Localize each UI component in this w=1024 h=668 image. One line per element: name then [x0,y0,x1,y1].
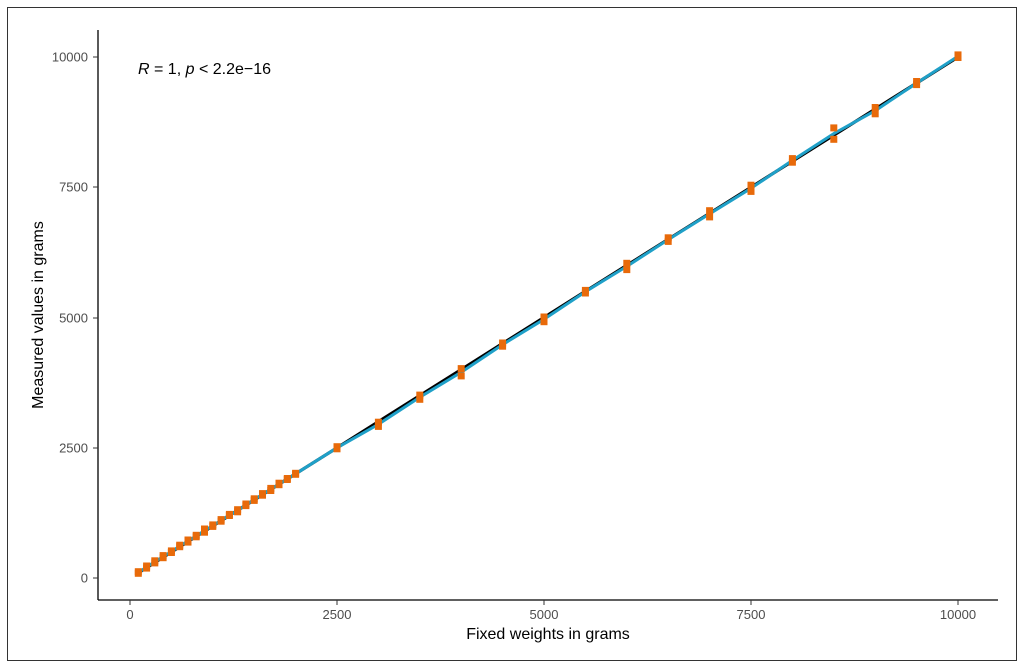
r-value: = 1, [150,61,186,78]
r-symbol: R [138,61,150,78]
data-point [184,536,192,544]
data-point [457,365,465,373]
data-point [143,562,151,570]
p-symbol: p [185,61,195,78]
data-point [664,237,672,245]
data-point [374,422,382,430]
x-tick-label: 7500 [737,607,766,622]
y-tick-label: 2500 [59,441,88,456]
data-point [706,207,714,215]
tick-labels: 0 2500 5000 7500 10000 0 2500 5000 7500 … [52,50,976,623]
data-point [954,51,962,59]
ticks [93,56,959,605]
data-point [540,318,548,326]
data-point [747,187,755,195]
data-point [201,525,208,533]
data-point [788,155,796,163]
x-tick-label: 5000 [530,607,559,622]
plot-area [134,51,962,577]
data-point [151,557,159,565]
data-point [871,104,879,111]
data-point [747,181,755,189]
x-tick-label: 2500 [323,607,352,622]
data-point [275,479,283,487]
data-point [192,531,200,539]
data-point [209,521,217,529]
axes [97,30,998,601]
data-point [830,135,838,143]
correlation-annotation: R = 1, p < 2.2e−16 [138,61,271,78]
data-point [540,313,548,321]
p-value: < 2.2e−16 [195,61,272,78]
data-point [242,500,250,508]
chart-frame: 0 2500 5000 7500 10000 0 2500 5000 7500 … [7,7,1017,661]
data-point [167,547,175,555]
data-point [581,286,589,294]
data-point [830,124,838,132]
data-point [176,541,184,549]
data-point [217,516,225,524]
data-point [259,490,266,498]
data-point [416,395,424,403]
x-tick-label: 0 [126,607,133,622]
data-point [250,496,258,504]
data-point [913,78,921,85]
data-point [457,372,465,380]
data-point [292,469,300,477]
y-tick-label: 5000 [59,311,88,326]
data-point [159,552,167,560]
data-point [333,443,341,451]
data-point [225,510,233,518]
data-point [283,475,291,482]
data-point [134,568,142,576]
scatter-chart: 0 2500 5000 7500 10000 0 2500 5000 7500 … [30,30,998,643]
data-point [374,418,382,426]
data-point [706,213,714,221]
y-tick-label: 7500 [59,180,88,195]
x-tick-label: 10000 [940,607,976,622]
data-point [234,506,242,514]
data-point [267,484,275,492]
data-point [623,259,631,267]
data-point [871,110,879,118]
data-point [623,266,631,274]
y-axis-title: Measured values in grams [30,221,47,409]
data-point [499,339,507,347]
data-point [416,391,424,399]
y-tick-label: 0 [81,571,88,586]
data-point [788,158,796,166]
data-point [664,234,672,242]
x-axis-title: Fixed weights in grams [466,626,630,643]
y-tick-label: 10000 [52,50,88,65]
